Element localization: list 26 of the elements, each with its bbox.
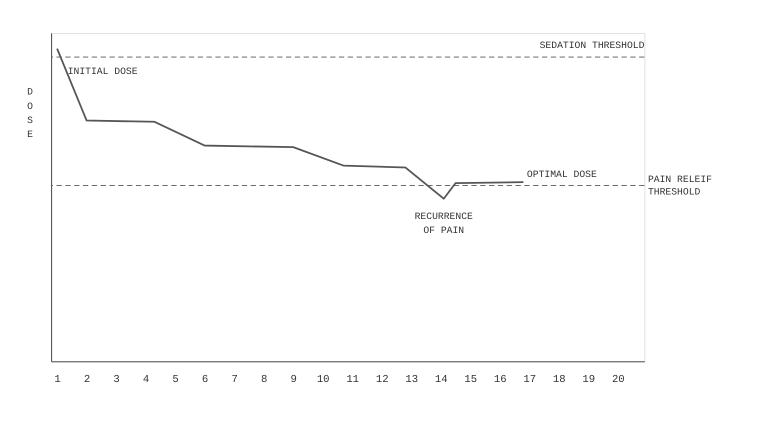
x-tick-label: 17 — [523, 374, 536, 386]
x-tick-label: 9 — [290, 374, 297, 386]
annotation: OPTIMAL DOSE — [526, 168, 597, 180]
x-tick-label: 20 — [612, 374, 625, 386]
x-tick-label: 18 — [552, 374, 566, 386]
x-tick-label: 8 — [260, 374, 268, 386]
x-tick-label: 4 — [142, 374, 150, 386]
x-tick-label: 6 — [202, 374, 208, 386]
x-tick-label: 15 — [464, 374, 478, 386]
x-tick-label: 19 — [582, 374, 596, 386]
x-tick-label: 5 — [172, 374, 179, 386]
x-tick-label: 3 — [113, 374, 120, 386]
x-tick-label: 10 — [316, 374, 330, 386]
x-tick-label: 12 — [376, 374, 389, 386]
ref-line-label: PAIN RELEIF THRESHOLD — [648, 174, 712, 198]
x-tick-label: 1 — [54, 374, 61, 386]
x-tick-label: 2 — [84, 374, 90, 386]
x-tick-label: 7 — [231, 374, 238, 386]
y-axis-title: DOSE — [27, 86, 34, 140]
ref-line-label: SEDATION THRESHOLD — [540, 40, 645, 52]
annotation: RECURRENCE OF PAIN — [414, 211, 474, 236]
x-tick-label: 11 — [346, 374, 360, 386]
x-tick-label: 13 — [405, 374, 418, 386]
x-tick-label: 16 — [494, 374, 507, 386]
annotation: INITIAL DOSE — [68, 66, 138, 78]
x-tick-label: 14 — [434, 374, 448, 386]
